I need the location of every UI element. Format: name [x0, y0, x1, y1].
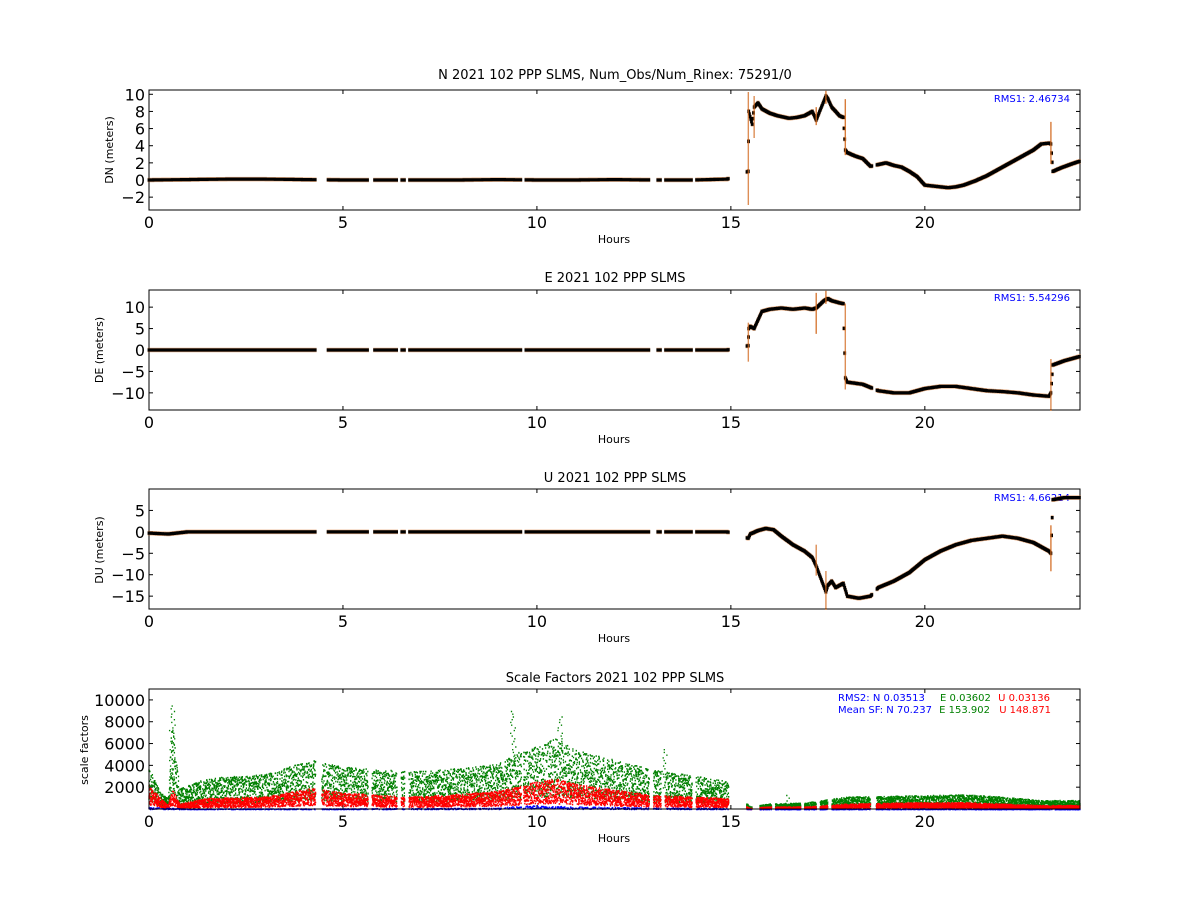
panel-east-xlabel: Hours — [598, 433, 630, 446]
panel-scale-mean: Mean SF: N 70.237 E 153.902 U 148.871 — [838, 705, 1051, 716]
panel-up-title: U 2021 102 PPP SLMS — [544, 471, 686, 486]
y-tick-label: 10 — [125, 298, 145, 317]
panel-north: N 2021 102 PPP SLMS, Num_Obs/Num_Rinex: … — [103, 68, 1081, 246]
y-tick-label: 6000 — [104, 735, 145, 754]
panel-east: E 2021 102 PPP SLMS DE (meters) Hours RM… — [93, 271, 1081, 446]
x-tick-label: 0 — [144, 612, 154, 631]
panel-up: U 2021 102 PPP SLMS DU (meters) Hours RM… — [93, 471, 1081, 645]
trace-points — [147, 496, 1081, 600]
panel-up-ylabel: DU (meters) — [93, 516, 106, 583]
y-tick-label: 0 — [135, 341, 145, 360]
y-tick-label: 0 — [135, 523, 145, 542]
panel-scale-plot: 0 5 10 15 20 2000 4000 6000 8000 10000 — [94, 688, 1081, 831]
panel-east-ylabel: DE (meters) — [93, 317, 106, 383]
x-tick-label: 15 — [721, 612, 741, 631]
x-tick-label: 5 — [338, 612, 348, 631]
x-tick-label: 5 — [338, 812, 348, 831]
x-tick-label: 10 — [527, 213, 547, 232]
x-tick-label: 15 — [721, 812, 741, 831]
panel-east-rms: RMS1: 5.54296 — [994, 293, 1070, 304]
panel-up-xlabel: Hours — [598, 632, 630, 645]
panel-up-rms: RMS1: 4.66214 — [994, 493, 1070, 504]
y-tick-label: 8 — [135, 102, 145, 121]
y-tick-label: 2 — [135, 154, 145, 173]
y-tick-label: 2000 — [104, 778, 145, 797]
x-tick-label: 10 — [527, 812, 547, 831]
x-tick-label: 10 — [527, 612, 547, 631]
x-tick-label: 15 — [721, 213, 741, 232]
y-tick-label: −5 — [121, 362, 145, 381]
scale-spike — [557, 716, 563, 745]
scale-spike — [510, 710, 517, 756]
x-tick-label: 20 — [915, 612, 935, 631]
plot-frame — [148, 89, 1081, 211]
panel-scale-ylabel: scale factors — [78, 715, 91, 785]
scale-spike — [661, 749, 668, 789]
panel-scale-title: Scale Factors 2021 102 PPP SLMS — [506, 671, 725, 686]
x-tick-label: 0 — [144, 812, 154, 831]
scale-spike — [168, 705, 176, 794]
y-tick-label: 4 — [135, 137, 145, 156]
panel-up-plot: 0 5 10 15 20 −15 −10 −5 0 5 — [111, 488, 1081, 631]
y-tick-label: −2 — [121, 188, 145, 207]
x-tick-label: 5 — [338, 213, 348, 232]
y-tick-label: 4000 — [104, 756, 145, 775]
trace-points — [147, 297, 1081, 398]
y-tick-label: −5 — [121, 544, 145, 563]
y-tick-label: −10 — [111, 384, 145, 403]
y-tick-label: −10 — [111, 566, 145, 585]
panel-north-title: N 2021 102 PPP SLMS, Num_Obs/Num_Rinex: … — [438, 68, 792, 83]
panel-north-rms: RMS1: 2.46734 — [994, 94, 1070, 105]
panel-scale-rms2: RMS2: N 0.03513 E 0.03602 U 0.03136 — [838, 693, 1050, 704]
panel-east-plot: 0 5 10 15 20 −10 −5 0 5 10 — [111, 289, 1081, 432]
x-tick-label: 20 — [915, 812, 935, 831]
panel-scale-xlabel: Hours — [598, 832, 630, 845]
panel-scale-factors: Scale Factors 2021 102 PPP SLMS scale fa… — [78, 671, 1081, 845]
x-tick-label: 20 — [915, 213, 935, 232]
x-tick-label: 10 — [527, 413, 547, 432]
trace-points — [147, 94, 1081, 190]
y-tick-label: 5 — [135, 501, 145, 520]
x-tick-label: 20 — [915, 413, 935, 432]
panel-north-xlabel: Hours — [598, 233, 630, 246]
plot-frame — [148, 488, 1081, 610]
y-tick-label: 10000 — [94, 691, 145, 710]
x-tick-label: 0 — [144, 413, 154, 432]
panel-north-ylabel: DN (meters) — [103, 116, 116, 184]
x-tick-label: 5 — [338, 413, 348, 432]
x-tick-label: 15 — [721, 413, 741, 432]
y-tick-label: 8000 — [104, 713, 145, 732]
y-tick-label: 5 — [135, 320, 145, 339]
y-tick-label: 6 — [135, 120, 145, 139]
scale-spike — [786, 794, 793, 808]
y-tick-label: 0 — [135, 171, 145, 190]
y-tick-label: −15 — [111, 587, 145, 606]
y-tick-label: 10 — [125, 85, 145, 104]
x-tick-label: 0 — [144, 213, 154, 232]
panel-east-title: E 2021 102 PPP SLMS — [544, 271, 685, 286]
plot-frame — [148, 688, 1081, 810]
